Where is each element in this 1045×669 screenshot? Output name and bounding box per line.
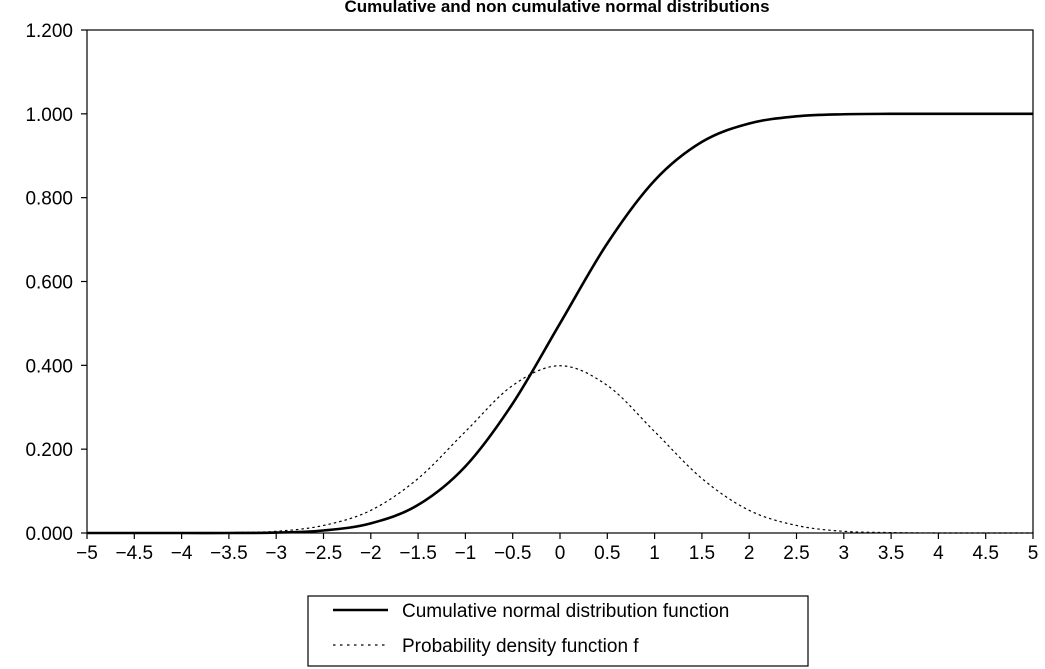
data-point xyxy=(465,431,466,432)
y-tick-label: 1.000 xyxy=(25,105,73,126)
x-tick-label: −2 xyxy=(360,543,382,564)
data-point xyxy=(843,531,844,532)
legend-label: Cumulative normal distribution function xyxy=(402,601,729,622)
data-point xyxy=(512,385,513,386)
x-tick-label: −4.5 xyxy=(116,543,154,564)
x-tick-label: −4 xyxy=(171,543,193,564)
y-tick-label: 1.200 xyxy=(25,21,73,42)
x-tick-label: 0 xyxy=(555,543,566,564)
x-tick-label: 3.5 xyxy=(878,543,904,564)
x-tick-label: 4 xyxy=(933,543,944,564)
x-tick-label: 4.5 xyxy=(972,543,998,564)
data-point xyxy=(701,478,702,479)
y-tick-label: 0.800 xyxy=(25,189,73,210)
chart-title: Cumulative and non cumulative normal dis… xyxy=(344,0,769,16)
series-layer xyxy=(87,112,1033,535)
y-tick-label: 0.000 xyxy=(25,524,73,545)
y-tick-label: 0.600 xyxy=(25,273,73,294)
data-point xyxy=(654,431,655,432)
x-tick-label: 0.5 xyxy=(594,543,620,564)
legend: Cumulative normal distribution function P… xyxy=(307,595,809,667)
x-tick-label: 3 xyxy=(839,543,850,564)
plot-area-frame xyxy=(86,29,1034,534)
y-tick-label: 0.400 xyxy=(25,356,73,377)
x-tick-label: 1 xyxy=(649,543,660,564)
x-tick-label: 5 xyxy=(1028,543,1039,564)
series-line-density xyxy=(87,365,1033,534)
x-axis: −5 −4.5 −4 −3.5 −3 −2.5 −2 −1.5 −1 −0.5 0 0.5 1 1.5 2 2… xyxy=(76,533,1038,564)
y-axis: 0.000 0.200 0.400 0.600 0.800 1.000 1.200 xyxy=(25,21,87,545)
y-tick-label: 0.200 xyxy=(25,440,73,461)
x-tick-label: −2.5 xyxy=(305,543,343,564)
x-tick-label: −1.5 xyxy=(399,543,437,564)
series-line-cumulative xyxy=(87,112,1033,535)
x-tick-label: −5 xyxy=(76,543,98,564)
x-tick-label: 1.5 xyxy=(689,543,715,564)
legend-box xyxy=(307,595,809,667)
legend-label: Probability density function f xyxy=(402,636,639,657)
data-point xyxy=(607,385,608,386)
x-tick-label: −0.5 xyxy=(494,543,532,564)
x-tick-label: −1 xyxy=(455,543,477,564)
x-tick-label: 2 xyxy=(744,543,755,564)
x-tick-label: −3 xyxy=(265,543,287,564)
x-tick-label: 2.5 xyxy=(783,543,809,564)
x-tick-label: −3.5 xyxy=(210,543,248,564)
